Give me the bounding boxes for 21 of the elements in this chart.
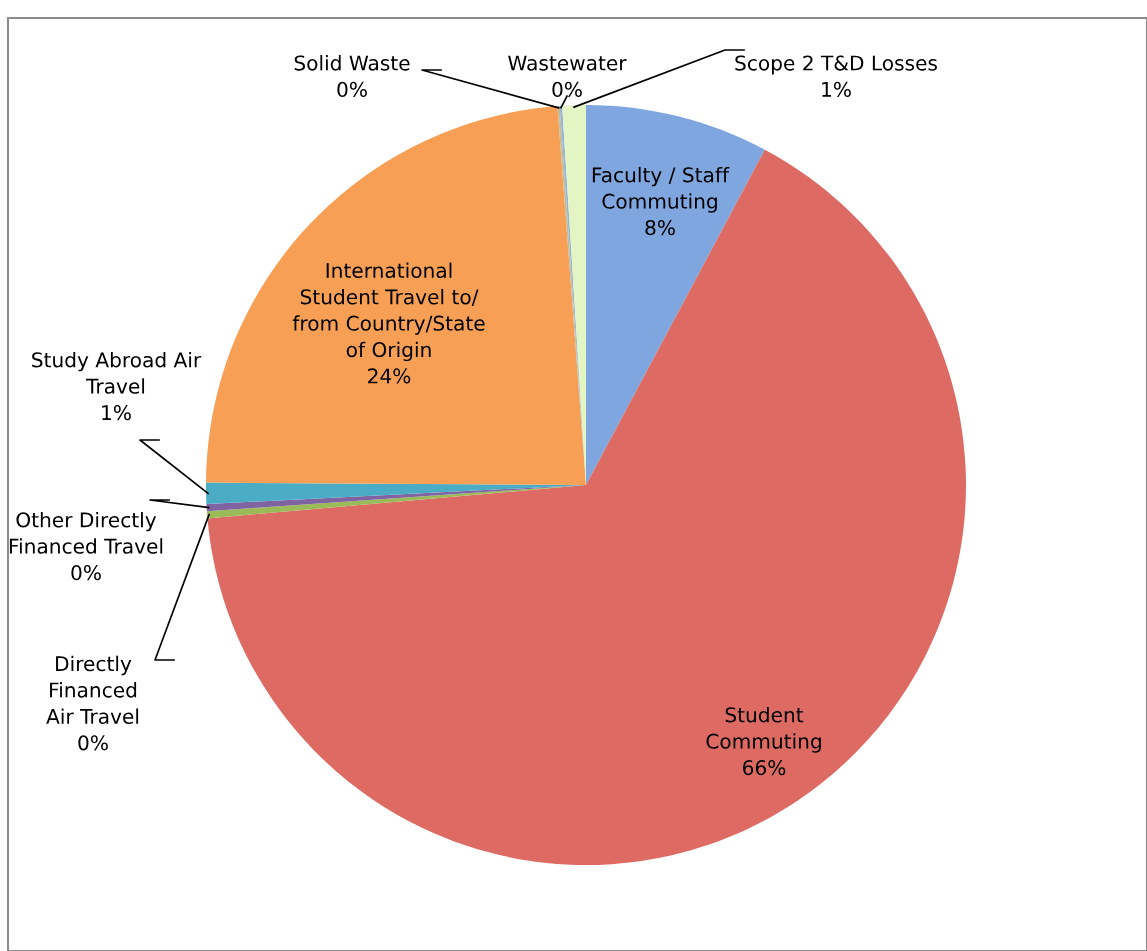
slice-label: Student Commuting — [706, 706, 821, 753]
pie-slice — [207, 149, 966, 865]
slice-label: Scope 2 T&D Losses — [735, 55, 937, 75]
data-label: 24% — [368, 368, 411, 384]
slice-label: International Student Travel to/ from Country/State of Origin — [292, 262, 485, 362]
data-label: 1% — [102, 404, 131, 421]
slice-label: Study Abroad Air Travel — [32, 351, 202, 394]
data-label: 0% — [78, 735, 108, 751]
slice-label: Other Directly Financed Travel — [9, 511, 163, 554]
pie-slice — [586, 105, 765, 485]
data-label: 66% — [743, 759, 786, 776]
slice-label: Faculty / Staff Commuting — [592, 166, 730, 213]
data-label: 0% — [337, 81, 367, 98]
slice-label: Wastewater — [508, 55, 627, 71]
data-label: 0% — [71, 564, 101, 581]
slice-label: Directly Financed Air Travel — [46, 655, 139, 725]
data-label: 1% — [822, 81, 851, 98]
data-label: 8% — [645, 219, 675, 236]
pie-slice — [206, 106, 586, 485]
slice-label: Solid Waste — [294, 55, 410, 71]
data-label: 0% — [552, 81, 582, 98]
